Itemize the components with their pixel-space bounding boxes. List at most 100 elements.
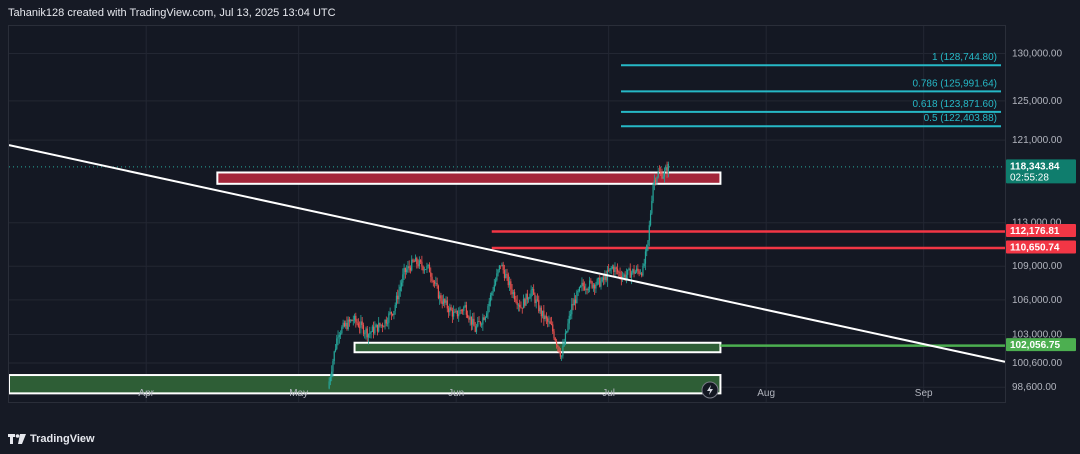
- candle-body: [500, 265, 502, 267]
- candle-body: [345, 322, 347, 327]
- candle-body: [332, 360, 334, 372]
- candle-body: [637, 268, 639, 271]
- candle-body: [515, 299, 517, 302]
- current-price-tag: 118,343.84: [1010, 161, 1060, 172]
- candle-body: [627, 269, 629, 275]
- candle-body: [658, 171, 661, 172]
- x-tick-label: Aug: [757, 388, 775, 399]
- tradingview-logo-text: TradingView: [30, 433, 95, 445]
- candle-body: [623, 274, 625, 278]
- candle-body: [505, 274, 507, 278]
- candle-body: [385, 319, 387, 324]
- candle-body: [407, 266, 409, 270]
- candle-body: [511, 289, 513, 295]
- candle-body: [660, 171, 662, 173]
- tradingview-logo[interactable]: TradingView: [8, 433, 95, 445]
- candle-body: [423, 269, 426, 271]
- candle-body: [398, 290, 400, 300]
- candle-body: [608, 270, 610, 272]
- candle-body: [339, 333, 342, 336]
- candle-body: [488, 301, 490, 307]
- candle-body: [624, 274, 626, 279]
- candle-body: [614, 267, 616, 273]
- candle-body: [510, 281, 512, 290]
- candle-body: [516, 301, 518, 305]
- tradingview-logo-icon: [8, 434, 26, 444]
- chart-plot-svg: 1 (128,744.80) 0.786 (125,991.64) 0.618 (1…: [8, 26, 1006, 402]
- candle-body: [575, 299, 577, 304]
- candle-body: [431, 276, 433, 282]
- candle-body: [529, 296, 531, 299]
- candle-body: [373, 326, 375, 334]
- candle-body: [508, 281, 511, 286]
- candle-body: [346, 322, 348, 330]
- y-tick-label: 130,000.00: [1012, 49, 1062, 60]
- candle-body: [334, 348, 337, 352]
- candle-body: [656, 177, 658, 183]
- candle-body: [487, 306, 489, 314]
- candle-body: [383, 326, 385, 328]
- candle-body: [375, 324, 377, 328]
- candle-body: [477, 321, 479, 327]
- candle-body: [601, 277, 603, 282]
- candle-body: [395, 295, 398, 306]
- candle-body: [393, 311, 395, 316]
- candle-body: [402, 274, 404, 283]
- candle-body: [341, 327, 343, 334]
- candle-body: [370, 331, 372, 333]
- candle-body: [588, 280, 591, 289]
- candle-body: [567, 323, 569, 332]
- candle-body: [512, 292, 514, 295]
- candle-body: [451, 310, 453, 317]
- candle-body: [392, 313, 394, 316]
- candle-body: [464, 305, 466, 308]
- candle-body: [571, 304, 573, 315]
- candle-body: [526, 293, 528, 300]
- candle-body: [498, 265, 500, 270]
- candle-body: [517, 304, 520, 306]
- candle-body: [417, 264, 419, 267]
- price-axis[interactable]: 130,000.00 125,000.00 121,000.00 113,000.00…: [1006, 25, 1080, 403]
- candle-body: [381, 324, 384, 327]
- candle-body: [484, 317, 487, 320]
- candle-body: [328, 381, 330, 389]
- candle-body: [619, 272, 621, 277]
- candle-body: [507, 274, 509, 286]
- candle-body: [597, 277, 600, 280]
- candle-body: [639, 273, 641, 275]
- candle-body: [548, 321, 550, 323]
- candle-body: [435, 283, 437, 284]
- candle-body: [536, 299, 539, 301]
- candle-body: [394, 305, 396, 312]
- chart-plot-area[interactable]: 1 (128,744.80) 0.786 (125,991.64) 0.618 (1…: [8, 25, 1006, 403]
- candle-body: [616, 268, 619, 272]
- candle-body: [585, 289, 587, 290]
- candle-body: [531, 289, 534, 291]
- candle-body: [333, 351, 335, 361]
- candle-body: [651, 201, 653, 214]
- price-axis-svg: 130,000.00 125,000.00 121,000.00 113,000.00…: [1006, 49, 1076, 393]
- candle-body: [596, 279, 598, 285]
- candle-body: [469, 316, 471, 320]
- candle-body: [352, 320, 354, 322]
- candle-body: [653, 180, 655, 185]
- candle-body: [426, 265, 428, 270]
- candle-body: [480, 324, 483, 326]
- candle-body: [374, 327, 376, 334]
- candle-body: [641, 273, 643, 276]
- candle-body: [378, 322, 380, 332]
- candle-body: [478, 321, 480, 322]
- candle-body: [361, 321, 363, 325]
- candle-body: [356, 321, 358, 324]
- candle-body: [463, 307, 465, 311]
- candle-body: [562, 345, 564, 356]
- price-tag-resistance-bg: [1006, 224, 1076, 238]
- chart-attribution: Tahanik128 created with TradingView.com,…: [8, 7, 336, 19]
- candle-body: [549, 321, 551, 324]
- candle-body: [331, 371, 333, 377]
- candle-body: [357, 323, 359, 327]
- candle-body: [433, 281, 436, 284]
- candle-body: [649, 213, 652, 226]
- candle-body: [644, 251, 647, 264]
- candle-body: [572, 304, 574, 306]
